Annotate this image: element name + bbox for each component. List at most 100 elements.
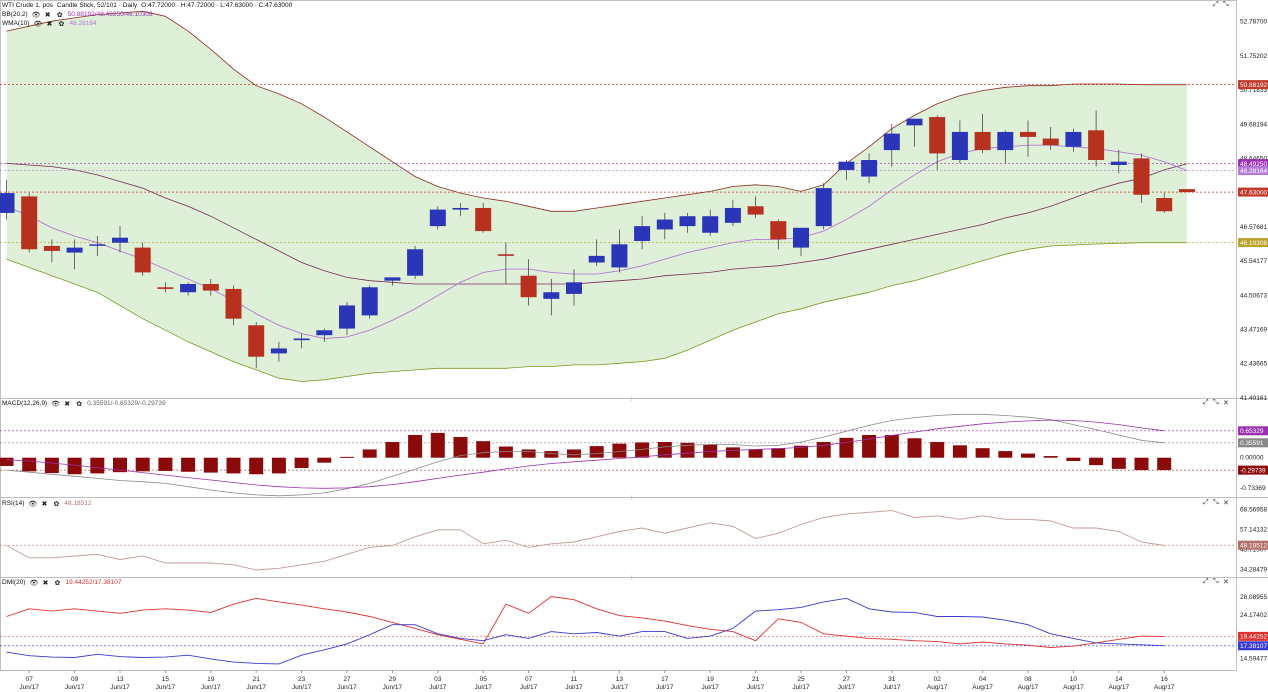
gear-icon[interactable]: ✿ <box>76 400 83 408</box>
dmi-label[interactable]: DMI(20) <box>2 579 26 586</box>
x-axis-day-label: 29 <box>389 676 397 683</box>
x-axis-month-label: Jul/17 <box>883 684 901 691</box>
instrument-name[interactable]: WTI Crude 1. pos <box>2 2 53 9</box>
macd-histogram-bar <box>521 449 536 458</box>
macd-histogram-bar <box>544 451 559 458</box>
wma-value: 48.28164 <box>69 20 97 27</box>
x-axis-month-label: Aug/17 <box>1154 684 1175 691</box>
bb-values: 50.88192/48.49250/46.10308 <box>67 11 153 18</box>
macd-label[interactable]: MACD(12,26,9) <box>2 400 48 407</box>
dmi-panel-header: DMI(20) 👁 ✖ ✿ 19.44252/17.38107 <box>2 578 122 587</box>
wma-indicator-label[interactable]: WMA(10) <box>2 20 30 27</box>
candle-down <box>134 247 151 273</box>
x-axis-day-label: 09 <box>71 676 79 683</box>
candle-up <box>679 216 696 227</box>
macd-histogram-bar <box>249 457 264 475</box>
collapse-icon[interactable]: ⤡ <box>1213 499 1219 506</box>
visibility-eye-icon[interactable]: 👁 <box>28 500 38 508</box>
x-axis-day-label: 23 <box>298 676 306 683</box>
pin-icon[interactable]: ⤡ <box>1223 1 1229 8</box>
candle-up <box>861 160 878 177</box>
collapse-icon[interactable]: ⤡ <box>1213 578 1219 585</box>
candle-down <box>1042 138 1059 146</box>
candle-up <box>566 282 582 294</box>
macd-histogram-bar <box>317 457 332 463</box>
macd-histogram-bar <box>385 441 400 458</box>
visibility-eye-icon[interactable]: 👁 <box>33 20 43 28</box>
visibility-eye-icon[interactable]: 👁 <box>51 400 61 408</box>
visibility-eye-icon[interactable]: 👁 <box>31 11 41 19</box>
price-axis-tick: 44.50673 <box>1240 292 1267 299</box>
price-axis-badge-label: 46.10308 <box>1240 240 1267 247</box>
x-axis-day-label: 31 <box>888 676 896 683</box>
candle-up <box>634 226 651 242</box>
candle-down <box>157 287 174 289</box>
macd-histogram-bar <box>0 457 14 466</box>
candle-down <box>1133 158 1150 195</box>
close-icon[interactable]: ✖ <box>41 500 48 508</box>
macd-line <box>6 413 1165 497</box>
x-axis-day-label: 15 <box>162 676 170 683</box>
macd-histogram-bar <box>612 443 627 458</box>
bb-upper-line <box>6 10 1187 212</box>
candle-up <box>1110 161 1127 165</box>
candle-down <box>475 207 492 232</box>
rsi-label[interactable]: RSI(14) <box>2 500 25 507</box>
close-icon[interactable]: ✖ <box>44 11 51 19</box>
expand-icon[interactable]: ⤢ <box>1213 1 1219 8</box>
candle-up <box>656 219 673 230</box>
price-axis-tick: 48.64650 <box>1240 155 1267 162</box>
macd-axis-tick: -0.73369 <box>1240 485 1266 492</box>
macd-axis-tick: 0.00000 <box>1240 455 1264 462</box>
visibility-eye-icon[interactable]: 👁 <box>29 579 39 587</box>
x-axis-day-label: 10 <box>1070 676 1078 683</box>
candle-down <box>974 131 991 151</box>
close-icon[interactable]: ✖ <box>46 20 53 28</box>
x-axis-month-label: Aug/17 <box>1063 684 1084 691</box>
macd-axis-badge <box>1238 426 1268 436</box>
candle-up <box>793 227 809 248</box>
bb-indicator-label[interactable]: BB(20,2) <box>2 11 28 18</box>
macd-histogram-bar <box>930 441 945 458</box>
close-icon[interactable]: ✖ <box>64 400 71 408</box>
macd-histogram-bar <box>703 444 718 458</box>
rsi-value: 48.18512 <box>64 500 92 507</box>
macd-axis-badge-label: 0.35591 <box>1240 440 1264 447</box>
macd-histogram-bar <box>907 438 922 458</box>
candle-down <box>21 196 38 250</box>
macd-histogram-bar <box>44 457 59 474</box>
rsi-axis-tick: 57.14132 <box>1240 527 1267 534</box>
x-axis-day-label: 21 <box>752 676 760 683</box>
expand-icon[interactable]: ⤢ <box>1203 578 1209 585</box>
x-axis-month-label: Aug/17 <box>1108 684 1129 691</box>
close-icon[interactable]: ✕ <box>1223 400 1229 407</box>
candle-down <box>1178 189 1195 193</box>
collapse-icon[interactable]: ⤡ <box>1213 399 1219 406</box>
expand-icon[interactable]: ⤢ <box>1203 399 1209 406</box>
gear-icon[interactable]: ✿ <box>53 500 60 508</box>
close-icon[interactable]: ✕ <box>1223 579 1229 586</box>
x-axis-day-label: 19 <box>707 676 715 683</box>
macd-histogram-bar <box>862 434 877 458</box>
candle-down <box>248 325 265 357</box>
dmi-axis-badge-label: 19.44252 <box>1240 634 1267 641</box>
gear-icon[interactable]: ✿ <box>56 11 63 19</box>
candle-up <box>883 133 900 151</box>
candle-up <box>293 338 310 341</box>
bb-lower-line <box>6 242 1187 382</box>
x-axis-month-label: Jun/17 <box>65 684 85 691</box>
candle-up <box>270 348 287 354</box>
candle-up <box>452 207 469 210</box>
price-axis-tick: 43.47169 <box>1240 327 1267 334</box>
expand-icon[interactable]: ⤢ <box>1203 499 1209 506</box>
close-icon[interactable]: ✕ <box>1223 500 1229 507</box>
x-axis-month-label: Jul/17 <box>702 684 720 691</box>
gear-icon[interactable]: ✿ <box>58 20 65 28</box>
candle-up <box>66 247 83 253</box>
macd-histogram-bar <box>362 449 377 458</box>
gear-icon[interactable]: ✿ <box>54 579 61 587</box>
price-axis-badge-label: 48.28164 <box>1240 168 1267 175</box>
macd-values: 0.35591/-0.65329/-0.29739 <box>87 400 166 407</box>
close-icon[interactable]: ✖ <box>42 579 49 587</box>
rsi-axis-badge <box>1238 540 1268 550</box>
